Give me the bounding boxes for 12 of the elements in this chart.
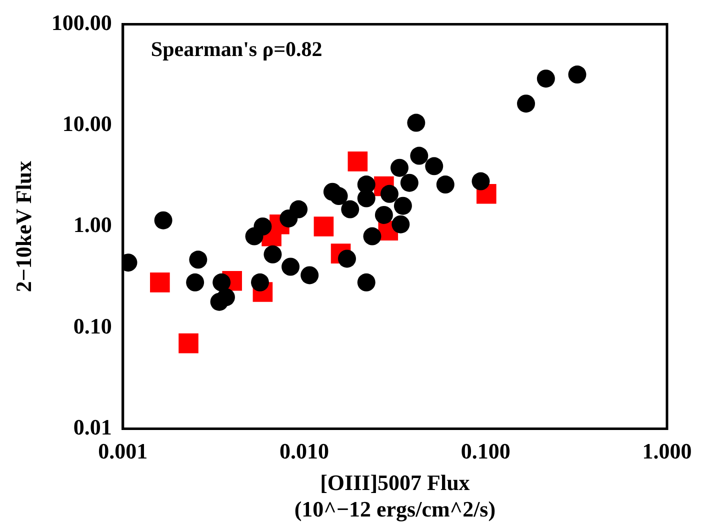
annotation: Spearman's ρ=0.82	[150, 37, 322, 62]
y-tick-label: 0.10	[73, 313, 112, 338]
y-tick-label: 100.00	[51, 10, 112, 35]
x-axis-title: [OIII]5007 Flux (10^−12 ergs/cm^2/s)	[294, 470, 496, 522]
y-tick-label: 0.01	[73, 414, 112, 440]
x-tick-label: 1.000	[642, 438, 692, 464]
x-tick-label: 0.001	[98, 438, 148, 464]
y-tick-label: 1.00	[73, 212, 112, 238]
x-tick-label: 0.010	[280, 438, 330, 464]
x-tick-label: 0.100	[460, 438, 510, 464]
y-tick-label: 10.00	[62, 111, 112, 136]
y-axis-title: 2−10keV Flux	[10, 160, 36, 292]
